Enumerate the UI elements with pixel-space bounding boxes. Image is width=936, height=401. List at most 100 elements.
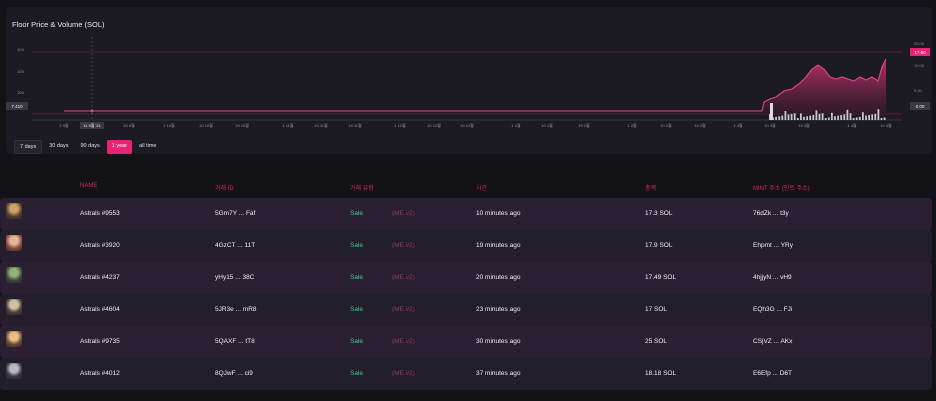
tx-id-link[interactable]: yHy15 ... 38C <box>215 274 255 281</box>
x-tick-label: 2 9월 <box>59 122 69 128</box>
nft-name[interactable]: Astrals #9735 <box>80 338 120 345</box>
x-tick-label: 10 2월 <box>660 122 672 128</box>
tx-id-link[interactable]: 8QJwF ... ci9 <box>215 370 253 377</box>
marketplace-label: (ME v2) <box>392 338 415 345</box>
table-row[interactable]: Astrals #9735 5QAXF ... tT8 Sale (ME v2) 30 … <box>0 326 932 358</box>
x-tick-label: 10 3월 <box>764 122 776 128</box>
tx-amount: 17 SOL <box>645 306 668 313</box>
volume-bar <box>858 116 861 120</box>
marketplace-label: (ME v2) <box>392 210 415 217</box>
nft-name[interactable]: Astrals #4237 <box>80 274 120 281</box>
x-tick-label: 19 3월 <box>798 122 810 128</box>
nft-name[interactable]: Astrals #4604 <box>80 306 120 313</box>
tx-time: 30 minutes ago <box>476 338 521 345</box>
current-left-value: 7.410 <box>11 104 23 109</box>
volume-bar <box>818 113 821 120</box>
volume-bar <box>787 114 790 120</box>
range-button-7-days[interactable]: 7 days <box>14 140 43 154</box>
right-axis-label: 10.00 <box>914 63 925 68</box>
x-tick-label: 10 10월 <box>199 122 213 128</box>
x-tick-label: 10 11월 <box>314 122 328 128</box>
marketplace-label: (ME v2) <box>392 274 415 281</box>
x-tick-label: 1 3월 <box>733 122 743 128</box>
marketplace-label: (ME v2) <box>392 306 415 313</box>
table-row[interactable]: Astrals #4237 yHy15 ... 38C Sale (ME v2) 20 … <box>0 262 932 294</box>
left-axis-label: 400 <box>17 69 24 74</box>
nft-thumbnail[interactable] <box>6 235 22 251</box>
tx-time: 20 minutes ago <box>476 274 521 281</box>
header-mint: MINT 주소 (민트 주소) <box>753 186 810 192</box>
floor-price-chart-card: Floor Price & Volume (SOL) 600 400 200 20.0… <box>6 7 932 154</box>
x-tick-label: 1 12월 <box>394 122 406 128</box>
nft-name[interactable]: Astrals #9553 <box>80 210 120 217</box>
volume-bar <box>837 115 839 120</box>
right-axis-label: 5.00 <box>914 88 923 93</box>
mint-address-link[interactable]: EQh3G ... FJi <box>753 306 793 313</box>
volume-bar <box>827 117 830 120</box>
activity-table: NAME 거래 ID 거래 유형 시간 총액 MINT 주소 (민트 주소) A… <box>0 176 936 390</box>
header-name: NAME <box>80 183 98 189</box>
mint-address-link[interactable]: 76dZk ... t3y <box>753 210 789 217</box>
volume-bar <box>806 116 808 120</box>
tx-amount: 17.3 SOL <box>645 210 673 217</box>
volume-bar <box>849 113 852 120</box>
tx-type: Sale <box>350 370 364 377</box>
volume-bar <box>781 115 784 120</box>
range-button-all-time[interactable]: all time <box>139 143 157 149</box>
volume-bar <box>840 115 843 120</box>
right-axis-label: 20.00 <box>914 41 925 46</box>
volume-bar <box>868 115 870 120</box>
mint-address-link[interactable]: Ehpmt ... YRy <box>753 242 793 249</box>
time-range-selector: 7 days 30 days 90 days 1 year all time <box>14 140 161 154</box>
tx-id-link[interactable]: 4GzCT ... 11T <box>215 242 256 249</box>
volume-bar <box>877 109 880 120</box>
range-button-1-year[interactable]: 1 year <box>106 140 133 154</box>
volume-bar <box>812 115 815 120</box>
tx-type: Sale <box>350 274 364 281</box>
current-right-value: 0.00 <box>916 104 925 109</box>
volume-bar <box>865 115 867 120</box>
table-row[interactable]: Astrals #4604 5JR3e ... mR8 Sale (ME v2) 23 … <box>0 294 932 326</box>
header-tx: 거래 ID <box>215 186 234 192</box>
tx-amount: 18.18 SOL <box>645 370 677 377</box>
table-row[interactable]: Astrals #9553 5Gm7Y ... Faf Sale (ME v2) 10 … <box>0 198 932 230</box>
range-button-90-days[interactable]: 90 days <box>80 143 100 149</box>
x-tick-label: 19 10월 <box>235 122 249 128</box>
x-tick-label: 1 4월 <box>847 122 857 128</box>
crosshair-label: 11 9월 '21 <box>83 122 101 128</box>
x-tick-label: 1 2월 <box>627 122 637 128</box>
x-tick-label: 20 9월 <box>123 122 135 128</box>
tx-time: 23 minutes ago <box>476 306 521 313</box>
volume-bar <box>843 114 846 120</box>
nft-name[interactable]: Astrals #4012 <box>80 370 120 377</box>
tx-amount: 17.9 SOL <box>645 242 673 249</box>
nft-thumbnail[interactable] <box>6 203 22 219</box>
mint-address-link[interactable]: E6Efp ... D6T <box>753 370 793 377</box>
tx-time: 19 minutes ago <box>476 242 521 249</box>
tx-amount: 25 SOL <box>645 338 668 345</box>
nft-thumbnail[interactable] <box>6 331 22 347</box>
tx-type: Sale <box>350 338 364 345</box>
x-tick-label: 1 1월 <box>511 122 521 128</box>
range-button-30-days[interactable]: 30 days <box>49 143 69 149</box>
tx-id-link[interactable]: 5JR3e ... mR8 <box>215 306 257 313</box>
volume-bar <box>775 116 777 120</box>
marker-right-value: 17.60 <box>914 50 926 55</box>
crosshair-label-box <box>80 122 104 129</box>
nft-thumbnail[interactable] <box>6 299 22 315</box>
table-row[interactable]: Astrals #4012 8QJwF ... ci9 Sale (ME v2) 37 … <box>0 358 932 390</box>
mint-address-link[interactable]: 4hjjyN ... vH9 <box>753 274 792 281</box>
volume-bar <box>800 113 802 120</box>
mint-address-link[interactable]: CSjVZ ... AKx <box>753 338 793 345</box>
tx-id-link[interactable]: 5QAXF ... tT8 <box>215 338 255 345</box>
nft-thumbnail[interactable] <box>6 363 22 379</box>
volume-bar <box>883 117 886 120</box>
tx-type: Sale <box>350 242 364 249</box>
nft-thumbnail[interactable] <box>6 267 22 283</box>
left-axis-label: 200 <box>17 90 24 95</box>
tx-id-link[interactable]: 5Gm7Y ... Faf <box>215 210 256 217</box>
nft-name[interactable]: Astrals #3920 <box>80 242 120 249</box>
volume-bar <box>862 112 864 120</box>
table-row[interactable]: Astrals #3920 4GzCT ... 11T Sale (ME v2) 19 … <box>0 230 932 262</box>
